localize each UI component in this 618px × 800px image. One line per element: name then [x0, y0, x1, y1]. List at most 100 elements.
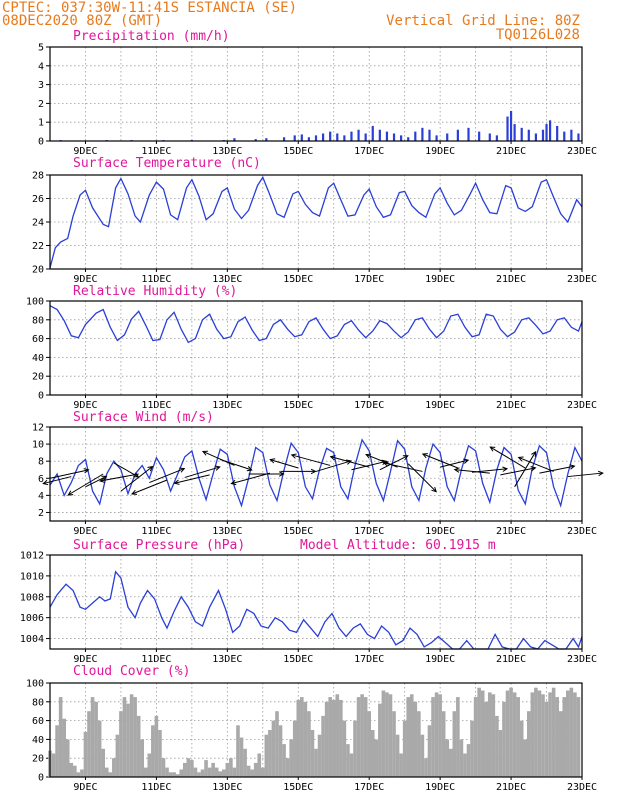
cloud-bar	[112, 758, 116, 777]
cloud-bar	[534, 687, 538, 777]
temp-ytick-label: 24	[32, 218, 44, 229]
rh-xtick-label: 11DEC	[141, 400, 171, 411]
wind-arrow	[270, 459, 299, 469]
cloud-bar	[168, 772, 173, 777]
rh-ytick-label: 0	[38, 391, 44, 402]
rh-title: Relative Humidity (%)	[73, 284, 237, 299]
temp-panel: 20 22 24 26 28 9DEC 11DEC 13DEC 15DEC 17DEC 19DEC 2…	[32, 156, 597, 285]
cloud-bar	[119, 711, 123, 777]
temp-line	[49, 175, 583, 268]
cloud-bar	[573, 692, 577, 777]
cloud-bar	[197, 772, 201, 777]
precip-bar	[321, 133, 325, 141]
pressure-xtick-label: 23DEC	[567, 654, 597, 665]
wind-arrow	[422, 453, 459, 469]
cloud-bar	[495, 715, 499, 777]
precip-bar	[527, 129, 530, 141]
pressure-xtick-label: 13DEC	[212, 654, 242, 665]
cloud-bar	[558, 711, 563, 777]
pressure-xtick-label: 19DEC	[425, 654, 455, 665]
temp-xtick-label: 13DEC	[212, 274, 242, 285]
cloud-bar	[101, 748, 105, 777]
wind-arrow	[43, 476, 72, 485]
precip-xtick-label: 15DEC	[283, 146, 313, 157]
precip-bar	[509, 110, 513, 141]
cloud-bar	[374, 739, 379, 777]
cloud-xtick-label: 15DEC	[283, 782, 313, 793]
precip-bar	[357, 129, 360, 141]
pressure-title: Surface Pressure (hPa)	[73, 538, 245, 553]
wind-arrow	[291, 454, 331, 466]
precip-bar	[300, 134, 303, 141]
wind-arrowhead	[569, 464, 576, 470]
cloud-bar	[445, 739, 450, 777]
cloud-bar	[190, 760, 194, 777]
cloud-bar	[523, 739, 528, 777]
cloud-bar	[264, 734, 269, 777]
precip-bar	[456, 129, 459, 141]
cloud-bar	[339, 699, 343, 777]
cloud-bar	[530, 692, 535, 777]
wind-arrow	[149, 468, 185, 484]
wind-arrow	[379, 455, 409, 471]
wind-arrowhead	[345, 459, 353, 465]
precip-bar	[293, 135, 296, 141]
cloud-bar	[562, 697, 567, 777]
wind-arrow	[100, 473, 139, 482]
wind-arrowhead	[246, 466, 253, 472]
precip-bar	[307, 137, 311, 141]
wind-arrowhead	[531, 450, 537, 457]
wind-arrow	[383, 462, 423, 472]
header-grid-note: Vertical Grid Line: 80Z	[386, 13, 580, 29]
cloud-bar	[388, 694, 393, 777]
cloud-bar	[193, 767, 198, 777]
cloud-bar	[459, 739, 464, 777]
precip-ytick-label: 0	[38, 137, 44, 148]
cloud-bar	[399, 753, 403, 777]
cloud-bar	[257, 753, 262, 777]
cloud-xtick-label: 11DEC	[141, 782, 171, 793]
cloud-bar	[353, 720, 357, 777]
wind-arrow	[407, 463, 437, 493]
wind-xtick-label: 15DEC	[283, 526, 313, 537]
cloud-bar	[516, 697, 520, 777]
cloud-bar	[555, 697, 559, 777]
cloud-bar	[122, 697, 127, 777]
wind-arrow	[518, 456, 554, 472]
cloud-bar	[296, 699, 301, 777]
precip-bar	[435, 135, 438, 141]
cloud-bar	[541, 694, 545, 777]
wind-arrow	[514, 451, 537, 488]
wind-arrowhead	[201, 450, 208, 456]
cloud-bar	[480, 690, 485, 777]
cloud-bar	[310, 730, 315, 777]
rh-xtick-label: 17DEC	[354, 400, 384, 411]
cloud-bar	[211, 762, 215, 777]
cloud-bar	[239, 737, 244, 777]
cloud-bar	[566, 690, 570, 777]
wind-arrowhead	[310, 468, 317, 475]
wind-xtick-label: 19DEC	[425, 526, 455, 537]
wind-panel: 2 4 6 8 10 12 9DEC 11DEC 13DEC 15DEC 17DEC 19DEC 21D…	[32, 410, 604, 537]
temp-xtick-label: 23DEC	[567, 274, 597, 285]
wind-arrowhead	[431, 486, 437, 493]
wind-xtick-label: 11DEC	[141, 526, 171, 537]
temp-xtick-label: 21DEC	[496, 274, 526, 285]
rh-ytick-label: 100	[26, 297, 44, 308]
temp-xtick-label: 17DEC	[354, 274, 384, 285]
cloud-bar	[232, 767, 237, 777]
precip-bar	[378, 129, 381, 141]
precip-bar	[329, 131, 332, 141]
rh-panel: 0 20 40 60 80 100 9DEC 11DEC 13DEC 15DEC 17DEC 19DE…	[26, 284, 597, 411]
header-model: TQ0126L028	[496, 27, 580, 43]
wind-arrow	[351, 460, 387, 471]
cloud-bar	[395, 734, 400, 777]
cloud-bar	[200, 769, 205, 777]
cloud-bar	[342, 720, 347, 777]
temp-frame	[49, 174, 583, 270]
cloud-bar	[58, 697, 63, 777]
cloud-frame	[49, 682, 583, 778]
temp-ytick-label: 26	[32, 194, 44, 205]
cloud-bar	[285, 758, 290, 777]
wind-arrow	[67, 473, 104, 496]
